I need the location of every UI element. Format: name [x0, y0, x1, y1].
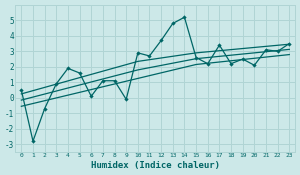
X-axis label: Humidex (Indice chaleur): Humidex (Indice chaleur)	[91, 161, 220, 170]
